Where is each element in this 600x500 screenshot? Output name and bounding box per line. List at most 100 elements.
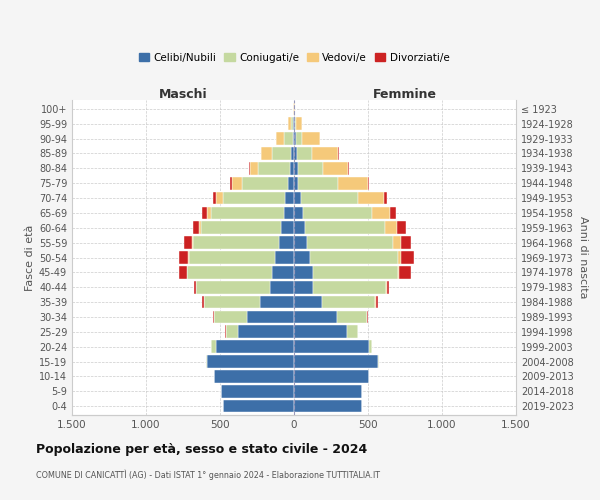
Bar [398, 251, 401, 264]
Bar [294, 385, 362, 398]
Text: COMUNE DI CANICATTÌ (AG) - Dati ISTAT 1° gennaio 2024 - Elaborazione TUTTITALIA.: COMUNE DI CANICATTÌ (AG) - Dati ISTAT 1°… [36, 469, 380, 480]
Bar [262, 147, 272, 160]
Bar [214, 370, 294, 382]
Bar [259, 162, 290, 174]
Bar [206, 355, 294, 368]
Bar [348, 162, 349, 174]
Bar [199, 222, 201, 234]
Bar [401, 236, 411, 249]
Bar [247, 310, 294, 323]
Bar [298, 162, 323, 174]
Bar [272, 266, 294, 278]
Bar [296, 118, 302, 130]
Bar [211, 340, 215, 353]
Bar [193, 222, 199, 234]
Bar [188, 251, 189, 264]
Bar [221, 385, 294, 398]
Bar [367, 310, 368, 323]
Bar [393, 236, 401, 249]
Bar [260, 296, 294, 308]
Bar [281, 222, 294, 234]
Bar [294, 132, 296, 145]
Bar [294, 222, 305, 234]
Bar [294, 355, 379, 368]
Bar [276, 132, 284, 145]
Bar [384, 192, 387, 204]
Bar [179, 251, 188, 264]
Bar [401, 251, 414, 264]
Bar [296, 132, 302, 145]
Bar [206, 206, 211, 219]
Text: Maschi: Maschi [158, 88, 208, 102]
Bar [291, 147, 294, 160]
Bar [294, 206, 303, 219]
Bar [368, 177, 370, 190]
Y-axis label: Fasce di età: Fasce di età [25, 224, 35, 290]
Bar [397, 222, 406, 234]
Bar [294, 236, 307, 249]
Bar [226, 326, 238, 338]
Bar [212, 310, 214, 323]
Bar [179, 266, 187, 278]
Bar [294, 296, 322, 308]
Bar [347, 326, 358, 338]
Bar [238, 326, 294, 338]
Bar [242, 177, 288, 190]
Bar [313, 281, 386, 293]
Bar [293, 118, 294, 130]
Y-axis label: Anni di nascita: Anni di nascita [578, 216, 588, 298]
Bar [322, 296, 376, 308]
Bar [310, 251, 398, 264]
Bar [294, 340, 370, 353]
Bar [288, 177, 294, 190]
Bar [294, 370, 370, 382]
Bar [370, 340, 373, 353]
Bar [294, 310, 337, 323]
Bar [294, 162, 298, 174]
Bar [196, 281, 271, 293]
Bar [398, 266, 399, 278]
Bar [313, 266, 398, 278]
Bar [202, 206, 206, 219]
Bar [294, 266, 313, 278]
Bar [223, 400, 294, 412]
Bar [215, 340, 294, 353]
Bar [294, 251, 310, 264]
Bar [230, 177, 232, 190]
Bar [305, 222, 385, 234]
Bar [297, 147, 312, 160]
Bar [284, 206, 294, 219]
Bar [295, 118, 296, 130]
Bar [386, 281, 389, 293]
Bar [294, 192, 301, 204]
Bar [294, 400, 362, 412]
Bar [211, 206, 284, 219]
Bar [285, 192, 294, 204]
Bar [187, 266, 272, 278]
Legend: Celibi/Nubili, Coniugati/e, Vedovi/e, Divorziati/e: Celibi/Nubili, Coniugati/e, Vedovi/e, Di… [134, 48, 454, 67]
Bar [376, 296, 378, 308]
Bar [223, 192, 285, 204]
Bar [284, 132, 293, 145]
Bar [184, 236, 192, 249]
Bar [312, 147, 338, 160]
Bar [290, 162, 294, 174]
Bar [385, 222, 397, 234]
Bar [192, 236, 193, 249]
Bar [294, 326, 347, 338]
Bar [250, 162, 259, 174]
Bar [288, 118, 291, 130]
Bar [193, 236, 279, 249]
Bar [275, 251, 294, 264]
Bar [232, 177, 242, 190]
Bar [294, 281, 313, 293]
Bar [294, 147, 297, 160]
Bar [212, 192, 215, 204]
Bar [307, 236, 393, 249]
Bar [294, 177, 298, 190]
Bar [214, 310, 247, 323]
Bar [337, 310, 367, 323]
Bar [204, 296, 260, 308]
Bar [249, 162, 250, 174]
Bar [279, 236, 294, 249]
